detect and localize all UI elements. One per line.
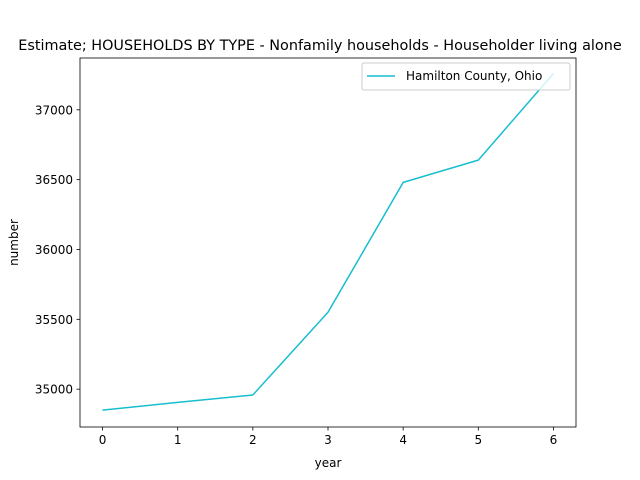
x-tick-label: 2 bbox=[249, 433, 257, 447]
legend-entry-label: Hamilton County, Ohio bbox=[406, 69, 542, 83]
y-tick-label: 37000 bbox=[35, 103, 73, 117]
legend-box bbox=[361, 62, 571, 91]
x-tick-label: 4 bbox=[399, 433, 407, 447]
y-tick-label: 36000 bbox=[35, 243, 73, 257]
plot-frame bbox=[79, 57, 577, 428]
x-tick-label: 1 bbox=[174, 433, 182, 447]
legend: Hamilton County, Ohio bbox=[361, 62, 571, 91]
x-tick-label: 0 bbox=[99, 433, 107, 447]
x-axis-ticks: 0 1 2 3 4 5 6 bbox=[99, 427, 558, 447]
x-tick-label: 6 bbox=[550, 433, 558, 447]
y-tick-label: 35500 bbox=[35, 313, 73, 327]
y-tick-label: 35000 bbox=[35, 383, 73, 397]
x-axis-label: year bbox=[315, 456, 342, 470]
chart-title: Estimate; HOUSEHOLDS BY TYPE - Nonfamily… bbox=[18, 38, 622, 54]
y-axis-label: number bbox=[7, 219, 21, 266]
x-tick-label: 5 bbox=[474, 433, 482, 447]
x-tick-label: 3 bbox=[324, 433, 332, 447]
y-axis-ticks: 35000 35500 36000 36500 37000 bbox=[35, 103, 80, 397]
y-tick-label: 36500 bbox=[35, 173, 73, 187]
